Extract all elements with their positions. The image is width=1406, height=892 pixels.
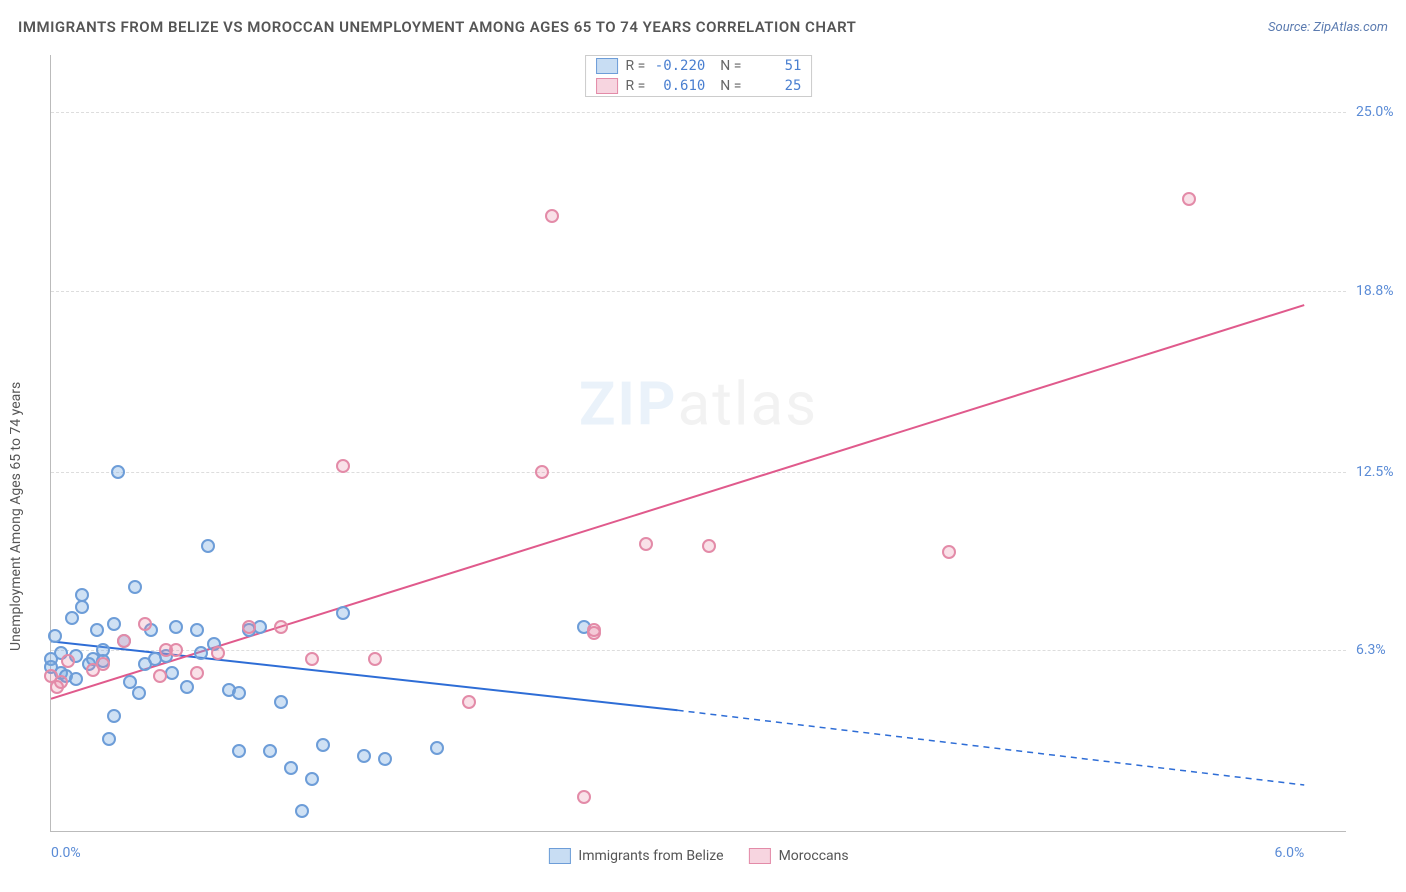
data-point bbox=[462, 695, 476, 709]
y-tick-label: 12.5% bbox=[1356, 464, 1394, 480]
x-tick-label: 0.0% bbox=[51, 845, 81, 861]
data-point bbox=[295, 804, 309, 818]
correlation-stats-box: R =-0.220 N =51 R =0.610 N =25 bbox=[585, 55, 813, 97]
data-point bbox=[274, 620, 288, 634]
data-point bbox=[48, 629, 62, 643]
chart-title: IMMIGRANTS FROM BELIZE VS MOROCCAN UNEMP… bbox=[18, 18, 856, 36]
swatch-moroccans-icon bbox=[596, 78, 618, 94]
data-point bbox=[274, 695, 288, 709]
legend-label: Moroccans bbox=[779, 848, 849, 864]
stats-row-moroccans: R =0.610 N =25 bbox=[586, 76, 812, 96]
data-point bbox=[284, 761, 298, 775]
data-point bbox=[107, 709, 121, 723]
x-tick-label: 6.0% bbox=[1275, 845, 1305, 861]
data-point bbox=[336, 606, 350, 620]
data-point bbox=[587, 623, 601, 637]
stats-row-belize: R =-0.220 N =51 bbox=[586, 56, 812, 76]
swatch-belize-icon bbox=[548, 848, 570, 864]
swatch-moroccans-icon bbox=[749, 848, 771, 864]
data-point bbox=[111, 465, 125, 479]
data-point bbox=[107, 617, 121, 631]
scatter-plot: ZIPatlas 6.3%12.5%18.8%25.0% R =-0.220 N… bbox=[50, 55, 1346, 832]
data-point bbox=[190, 623, 204, 637]
data-point bbox=[316, 738, 330, 752]
data-point bbox=[263, 744, 277, 758]
data-point bbox=[368, 652, 382, 666]
legend-label: Immigrants from Belize bbox=[578, 848, 723, 864]
y-tick-label: 25.0% bbox=[1356, 104, 1394, 120]
data-point bbox=[138, 617, 152, 631]
data-point bbox=[305, 652, 319, 666]
data-point bbox=[211, 646, 225, 660]
data-point bbox=[232, 686, 246, 700]
y-tick-label: 6.3% bbox=[1356, 642, 1386, 658]
data-point bbox=[132, 686, 146, 700]
regression-lines bbox=[51, 55, 1346, 831]
swatch-belize-icon bbox=[596, 58, 618, 74]
y-axis-title: Unemployment Among Ages 65 to 74 years bbox=[8, 382, 24, 651]
data-point bbox=[535, 465, 549, 479]
data-point bbox=[1182, 192, 1196, 206]
series-legend: Immigrants from Belize Moroccans bbox=[548, 848, 848, 864]
data-point bbox=[90, 623, 104, 637]
data-point bbox=[54, 675, 68, 689]
data-point bbox=[165, 666, 179, 680]
data-point bbox=[69, 672, 83, 686]
legend-item-belize: Immigrants from Belize bbox=[548, 848, 723, 864]
data-point bbox=[430, 741, 444, 755]
data-point bbox=[577, 790, 591, 804]
legend-item-moroccans: Moroccans bbox=[749, 848, 849, 864]
y-tick-label: 18.8% bbox=[1356, 283, 1394, 299]
source-credit: Source: ZipAtlas.com bbox=[1268, 20, 1388, 35]
data-point bbox=[639, 537, 653, 551]
data-point bbox=[232, 744, 246, 758]
data-point bbox=[180, 680, 194, 694]
data-point bbox=[128, 580, 142, 594]
data-point bbox=[153, 669, 167, 683]
